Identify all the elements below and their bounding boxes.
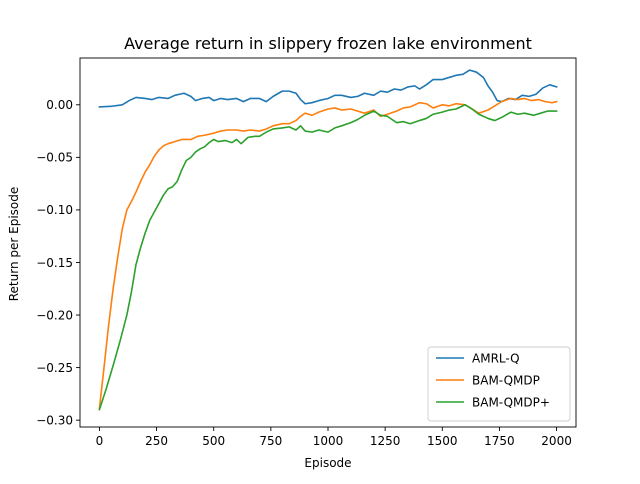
y-tick-label: 0.00 xyxy=(46,98,73,112)
chart-title: Average return in slippery frozen lake e… xyxy=(124,34,532,53)
y-tick-label: −0.30 xyxy=(36,413,73,427)
y-tick-label: −0.15 xyxy=(36,256,73,270)
y-tick-label: −0.10 xyxy=(36,203,73,217)
legend: AMRL-Q BAM-QMDP BAM-QMDP+ xyxy=(427,346,571,422)
x-tick-label: 500 xyxy=(202,434,225,448)
plot-area: 0 250 500 750 1000 1250 1500 1750 2000 0.00 −0.05 −… xyxy=(36,57,577,448)
series-line-amrl-q xyxy=(98,69,558,108)
y-axis-label: Return per Episode xyxy=(7,187,21,302)
y-tick-label: −0.05 xyxy=(36,151,73,165)
x-tick-label: 0 xyxy=(96,434,104,448)
x-tick-label: 2000 xyxy=(541,434,572,448)
x-axis-label: Episode xyxy=(304,456,351,470)
series-line-bam-qmdp xyxy=(98,103,558,411)
x-tick-label: 1250 xyxy=(370,434,401,448)
x-tick-label: 1750 xyxy=(484,434,515,448)
x-tick-label: 250 xyxy=(145,434,168,448)
x-tick-label: 750 xyxy=(259,434,282,448)
legend-label: BAM-QMDP xyxy=(472,373,540,387)
y-tick-label: −0.25 xyxy=(36,361,73,375)
legend-label: AMRL-Q xyxy=(472,351,520,365)
x-tick-label: 1000 xyxy=(313,434,344,448)
y-tick-label: −0.20 xyxy=(36,308,73,322)
legend-label: BAM-QMDP+ xyxy=(472,395,550,409)
x-tick-label: 1500 xyxy=(427,434,458,448)
series-lines xyxy=(98,69,558,411)
